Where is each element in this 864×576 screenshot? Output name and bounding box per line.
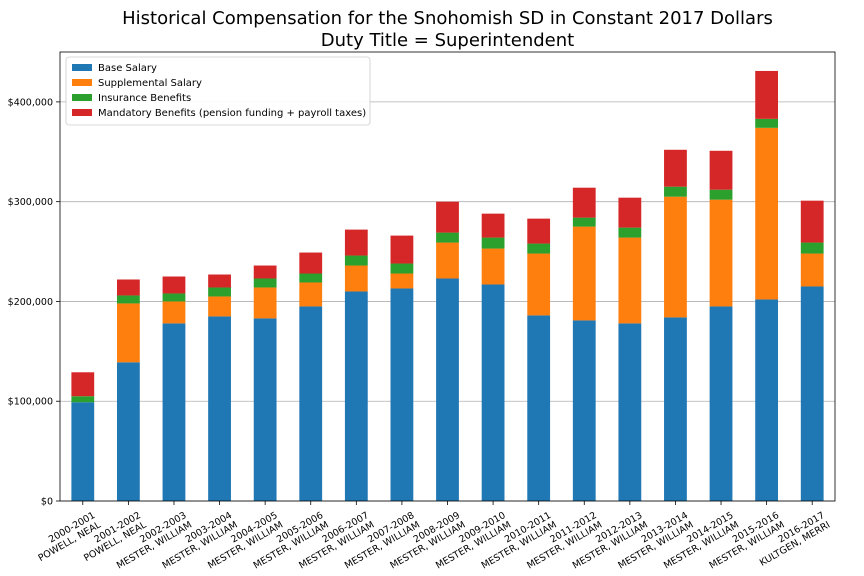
bar-segment [709, 306, 733, 501]
legend-swatch [72, 109, 92, 116]
bar-segment [344, 291, 368, 501]
bar-segment [664, 149, 687, 187]
bar-segment [162, 301, 186, 324]
bar-segment [116, 279, 140, 296]
y-tick-label: $100,000 [8, 397, 53, 408]
legend-swatch [72, 64, 92, 71]
bar-segment [253, 287, 277, 319]
bar-segment [71, 396, 95, 403]
bar-segment [344, 229, 368, 256]
bar-segment [709, 189, 733, 200]
bar-segment [527, 253, 551, 316]
bar-segment [390, 235, 414, 264]
bar-segment [755, 299, 779, 501]
bar-segment [162, 276, 186, 294]
bar-segment [800, 286, 824, 501]
legend-label: Base Salary [98, 63, 157, 74]
bar-segment [800, 253, 824, 287]
legend-label: Supplemental Salary [98, 78, 202, 89]
bars-layer [71, 70, 824, 501]
legend-box [65, 56, 371, 126]
bar-segment [253, 318, 277, 501]
bar-segment [572, 217, 596, 227]
chart-title: Historical Compensation for the Snohomis… [60, 8, 835, 52]
bar-segment [755, 70, 779, 119]
bar-segment [800, 200, 824, 243]
bar-segment [481, 213, 505, 238]
chart-title-line2: Duty Title = Superintendent [320, 30, 575, 51]
bar-segment [436, 242, 459, 279]
legend-label: Insurance Benefits [98, 93, 191, 104]
bar-segment [618, 323, 642, 501]
bar-segment [116, 295, 140, 304]
legend-label: Mandatory Benefits (pension funding + pa… [98, 108, 366, 119]
bar-segment [344, 255, 368, 266]
bar-segment [527, 218, 551, 244]
bar-segment [527, 315, 551, 501]
bar-segment [299, 252, 323, 274]
bar-segment [162, 323, 186, 501]
bar-segment [344, 265, 368, 292]
bar-segment [299, 273, 323, 283]
legend-swatch [72, 79, 92, 86]
bar-segment [481, 248, 505, 285]
bar-segment [299, 306, 323, 501]
y-tick-label: $200,000 [8, 297, 53, 308]
bar-segment [162, 293, 186, 302]
bar-segment [253, 265, 277, 279]
legend-swatch [72, 94, 92, 101]
bar-segment [390, 288, 414, 501]
legend: Base Salary Supplemental Salary Insurance … [65, 56, 371, 126]
bar-segment [208, 296, 231, 317]
bar-segment [208, 316, 231, 501]
bar-segment [71, 372, 95, 397]
bar-segment [572, 320, 596, 501]
bar-segment [618, 237, 642, 324]
bar-segment [436, 278, 459, 501]
bar-segment [481, 237, 505, 249]
bar-segment [755, 118, 779, 128]
bar-segment [664, 196, 687, 318]
bar-segment [709, 199, 733, 307]
bar-segment [390, 263, 414, 274]
bar-segment [755, 127, 779, 300]
bar-segment [436, 232, 459, 243]
bar-segment [116, 303, 140, 363]
y-tick-label: $400,000 [8, 97, 53, 108]
chart-title-line1: Historical Compensation for the Snohomis… [122, 8, 773, 29]
bar-segment [572, 226, 596, 321]
bar-segment [664, 186, 687, 197]
bar-segment [208, 287, 231, 297]
bar-segment [116, 362, 140, 501]
bar-segment [253, 278, 277, 288]
y-tick-label: $300,000 [8, 197, 53, 208]
bar-segment [527, 243, 551, 254]
bar-segment [709, 150, 733, 190]
bar-segment [618, 197, 642, 228]
bar-segment [618, 227, 642, 238]
bar-segment [572, 187, 596, 218]
bar-segment [664, 317, 687, 501]
y-axis-ticks: $0 $100,000 $200,000 $300,000 $400,000 [8, 97, 60, 508]
bar-segment [71, 402, 95, 501]
bar-segment [800, 242, 824, 254]
bar-segment [208, 274, 231, 288]
bar-segment [299, 282, 323, 307]
bar-segment [436, 201, 459, 233]
bar-segment [481, 284, 505, 501]
y-tick-label: $0 [41, 497, 53, 508]
bar-segment [390, 273, 414, 289]
